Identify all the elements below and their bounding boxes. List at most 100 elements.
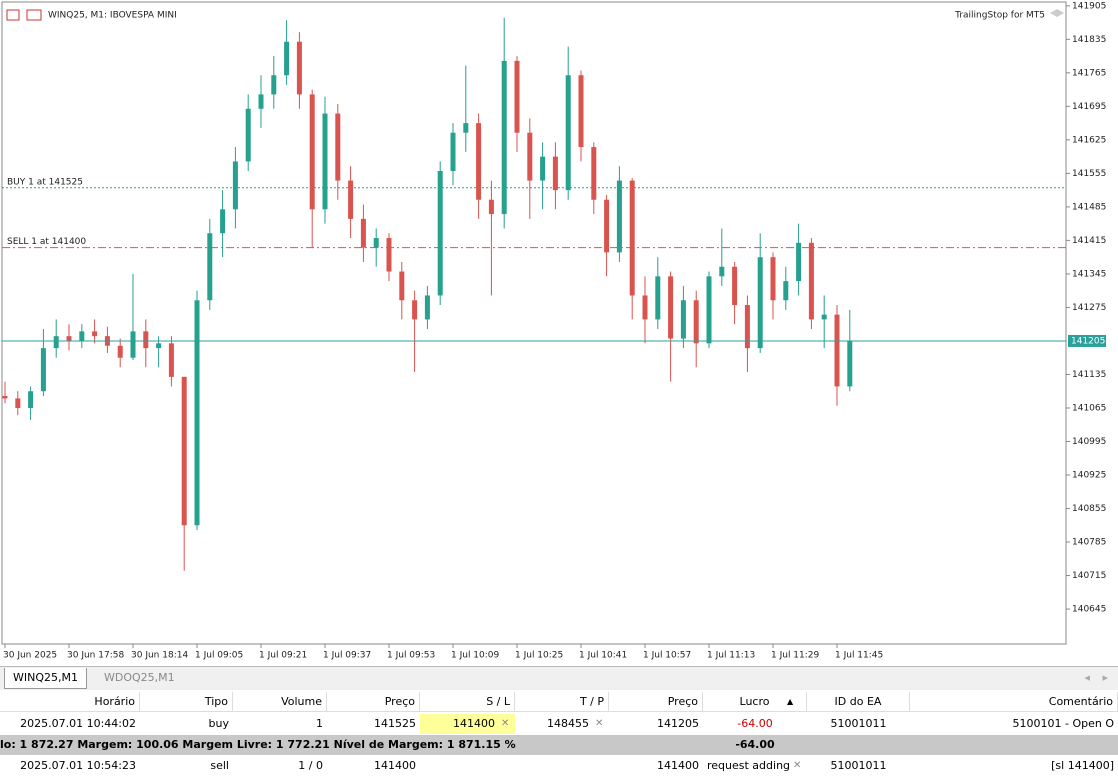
table-cell: [sl 141400] — [1051, 759, 1114, 772]
menu-icon[interactable] — [6, 9, 20, 21]
x-tick-label: 1 Jul 09:05 — [195, 651, 243, 661]
candle-body — [565, 75, 571, 191]
candle-body — [194, 300, 200, 526]
summary-profit: -64.00 — [735, 738, 775, 751]
candle-body — [296, 41, 302, 95]
table-cell: 2025.07.01 10:54:23 — [20, 759, 136, 772]
scroll-right[interactable]: ▸ — [1102, 671, 1108, 684]
candle-body — [412, 300, 418, 320]
chart-icon[interactable] — [26, 9, 42, 21]
candle-body — [40, 348, 46, 392]
close-icon[interactable]: ✕ — [595, 718, 604, 729]
y-tick-label: 140855 — [1072, 504, 1106, 514]
y-tick-label: 141275 — [1072, 303, 1106, 313]
table-cell: 141400 — [420, 714, 515, 734]
close-icon[interactable]: ✕ — [793, 760, 802, 771]
candle-body — [156, 343, 162, 349]
candle-body — [143, 331, 149, 349]
candle-body — [424, 295, 430, 320]
table-cell: 141400 — [657, 759, 699, 772]
level-label: SELL 1 at 141400 — [7, 237, 86, 247]
candle-body — [207, 233, 213, 301]
table-cell: 5100101 - Open O — [1012, 717, 1115, 730]
candle-body — [616, 180, 622, 253]
candle-body — [578, 75, 584, 148]
table-cell: 1 — [316, 717, 323, 730]
y-tick-label: 141835 — [1072, 35, 1106, 45]
candle-body — [732, 266, 738, 306]
candle-body — [463, 123, 469, 133]
table-cell: 51001011 — [830, 717, 887, 730]
column-header[interactable]: Tipo — [140, 692, 233, 712]
candle-body — [450, 132, 456, 171]
x-tick-label: 1 Jul 09:21 — [259, 651, 307, 661]
chart: WINQ25, M1: IBOVESPA MINI TrailingStop f… — [1, 1, 1106, 661]
column-header[interactable]: Volume — [233, 692, 327, 712]
candle-body — [693, 300, 699, 344]
candle-body — [770, 257, 776, 301]
candle-body — [245, 108, 251, 162]
candle-body — [271, 75, 277, 95]
column-header[interactable]: Comentário — [910, 692, 1118, 712]
x-tick-label: 1 Jul 11:13 — [707, 651, 755, 661]
column-header[interactable]: S / L — [420, 692, 515, 712]
y-tick-label: 140645 — [1072, 605, 1106, 615]
x-tick-label: 30 Jun 18:14 — [131, 651, 188, 661]
candle-body — [2, 396, 8, 399]
candle-body — [783, 281, 789, 301]
candle-body — [834, 314, 840, 387]
candle-body — [117, 345, 123, 358]
indicator-icon — [1050, 9, 1064, 17]
column-header[interactable]: Lucro — [703, 692, 807, 712]
table-cell: -64.00 — [737, 717, 773, 730]
table-cell: 141400 — [374, 759, 416, 772]
candle-body — [796, 242, 802, 282]
candle-body — [130, 331, 136, 358]
level-label: BUY 1 at 141525 — [7, 177, 83, 187]
table-cell: 148455 — [547, 717, 589, 730]
candle-body — [629, 180, 635, 296]
candle-body — [604, 199, 610, 253]
x-tick-label: 1 Jul 10:41 — [579, 651, 627, 661]
close-icon[interactable]: ✕ — [501, 718, 510, 729]
tab[interactable]: WINQ25,M1 — [4, 668, 87, 689]
x-tick-label: 1 Jul 09:37 — [323, 651, 371, 661]
table-cell: 2025.07.01 10:44:02 — [20, 717, 136, 730]
column-header[interactable]: Preço — [327, 692, 420, 712]
x-tick-label: 1 Jul 10:09 — [451, 651, 500, 661]
y-tick-label: 141345 — [1072, 269, 1106, 279]
candle-body — [181, 376, 187, 526]
candle-body — [847, 340, 853, 387]
y-tick-label: 141135 — [1072, 370, 1106, 380]
candle-body — [719, 266, 725, 277]
y-tick-label: 140925 — [1072, 471, 1106, 481]
summary-bar — [0, 735, 1118, 755]
summary-text: lo: 1 872.27 Margem: 100.06 Margem Livre… — [0, 738, 516, 751]
x-tick-label: 1 Jul 11:29 — [771, 651, 820, 661]
column-header[interactable]: ID do EA — [807, 692, 910, 712]
candle-body — [322, 113, 328, 210]
scroll-left[interactable]: ◂ — [1084, 671, 1090, 684]
tab[interactable]: WDOQ25,M1 — [104, 671, 175, 684]
current-price-label: 141205 — [1071, 336, 1105, 346]
table-cell: request adding — [707, 759, 791, 772]
x-tick-label: 30 Jun 17:58 — [67, 651, 124, 661]
candle-body — [53, 336, 59, 349]
candle-body — [232, 161, 238, 210]
candle-body — [66, 336, 72, 341]
table-cell: sell — [210, 759, 229, 772]
candle-body — [309, 94, 315, 210]
current-price-box — [1068, 334, 1106, 347]
candle-body — [258, 94, 264, 109]
column-header[interactable]: Horário — [0, 692, 140, 712]
candle-body — [680, 300, 686, 339]
column-header[interactable]: Preço — [609, 692, 703, 712]
column-header[interactable]: T / P — [515, 692, 609, 712]
table-cell: 51001011 — [830, 759, 887, 772]
candle-body — [399, 271, 405, 301]
y-tick-label: 141765 — [1072, 68, 1106, 78]
candle-body — [668, 276, 674, 339]
y-tick-label: 140785 — [1072, 538, 1106, 548]
y-tick-label: 141695 — [1072, 102, 1106, 112]
table-cell: buy — [208, 717, 229, 730]
